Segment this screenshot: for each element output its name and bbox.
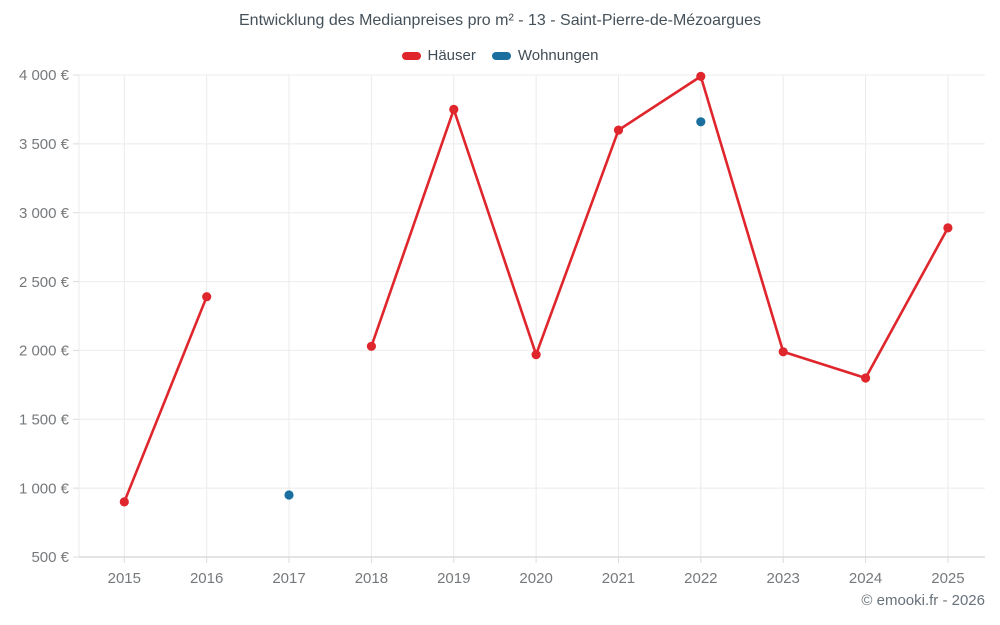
data-point-hauser-2022 (696, 71, 706, 81)
x-tick-label: 2024 (849, 570, 882, 587)
legend-label: Wohnungen (517, 47, 599, 64)
data-point-wohnungen-2017 (284, 490, 294, 500)
y-tick-label: 2 500 € (19, 274, 70, 291)
x-tick-label: 2025 (931, 570, 964, 587)
y-tick-label: 3 000 € (19, 205, 70, 222)
x-tick-label: 2019 (437, 570, 470, 587)
tick-marks (73, 74, 949, 563)
legend-swatch-icon (401, 51, 421, 60)
legend-item-hauser[interactable]: Häuser (401, 47, 476, 64)
x-tick-label: 2022 (684, 570, 717, 587)
series-hauser (119, 71, 953, 507)
data-point-hauser-2020 (531, 350, 541, 360)
y-tick-label: 1 000 € (19, 480, 70, 497)
y-tick-label: 3 500 € (19, 136, 70, 153)
data-point-hauser-2025 (943, 223, 953, 233)
x-tick-label: 2020 (519, 570, 552, 587)
legend-swatch-icon (491, 51, 511, 60)
data-point-hauser-2016 (202, 292, 212, 302)
data-point-wohnungen-2022 (696, 117, 706, 127)
x-tick-label: 2018 (355, 570, 388, 587)
legend-label: Häuser (427, 47, 476, 64)
data-point-hauser-2023 (778, 347, 788, 357)
data-point-hauser-2024 (861, 373, 871, 383)
x-tick-label: 2016 (190, 570, 223, 587)
y-tick-label: 4 000 € (19, 67, 70, 84)
x-tick-label: 2017 (272, 570, 305, 587)
data-point-hauser-2015 (119, 497, 129, 507)
data-point-hauser-2018 (366, 341, 376, 351)
gridlines (79, 74, 985, 557)
axes (78, 75, 985, 558)
y-tick-label: 500 € (31, 549, 69, 566)
legend-item-wohnungen[interactable]: Wohnungen (491, 47, 599, 64)
x-tick-label: 2021 (602, 570, 635, 587)
y-tick-label: 2 000 € (19, 343, 70, 360)
chart-legend: Häuser Wohnungen (0, 47, 1000, 64)
copyright-footer: © emooki.fr - 2026 (861, 592, 985, 609)
chart-title: Entwicklung des Medianpreises pro m² - 1… (239, 12, 761, 29)
data-point-hauser-2021 (613, 125, 624, 135)
axis-labels: 500 € 1 000 € 1 500 € 2 000 € 2 500 € 3 000 €… (19, 67, 965, 587)
y-tick-label: 1 500 € (19, 411, 70, 428)
series-line-hauser (123, 75, 950, 504)
data-point-hauser-2019 (449, 104, 459, 114)
x-tick-label: 2015 (108, 570, 141, 587)
x-tick-label: 2023 (767, 570, 800, 587)
series-wohnungen (284, 117, 706, 500)
